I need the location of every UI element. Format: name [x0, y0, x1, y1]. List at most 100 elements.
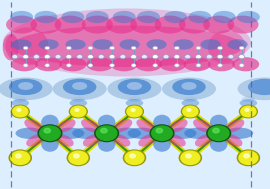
Ellipse shape [153, 115, 171, 130]
Ellipse shape [111, 57, 138, 71]
Ellipse shape [138, 134, 156, 147]
Ellipse shape [66, 39, 86, 50]
Circle shape [174, 55, 180, 59]
Ellipse shape [62, 11, 84, 23]
Circle shape [66, 55, 72, 59]
Ellipse shape [203, 15, 234, 34]
Ellipse shape [248, 79, 270, 95]
Circle shape [95, 125, 119, 142]
Ellipse shape [11, 57, 38, 71]
Ellipse shape [56, 128, 84, 139]
Circle shape [239, 151, 258, 164]
Circle shape [45, 64, 50, 67]
Ellipse shape [113, 119, 132, 132]
Ellipse shape [181, 82, 197, 90]
Circle shape [23, 55, 29, 59]
Ellipse shape [168, 134, 186, 147]
Circle shape [23, 46, 28, 50]
Circle shape [17, 109, 21, 111]
Circle shape [87, 55, 93, 59]
Ellipse shape [208, 30, 246, 64]
Circle shape [74, 154, 79, 158]
Circle shape [125, 151, 144, 164]
Circle shape [196, 64, 201, 67]
Circle shape [153, 64, 158, 67]
Circle shape [88, 46, 93, 50]
Ellipse shape [12, 39, 32, 50]
Circle shape [196, 46, 201, 50]
Circle shape [195, 55, 201, 59]
Circle shape [239, 46, 244, 50]
Ellipse shape [237, 11, 260, 23]
Circle shape [12, 55, 18, 59]
Circle shape [71, 106, 86, 117]
Ellipse shape [82, 15, 113, 34]
Circle shape [16, 154, 21, 158]
Circle shape [110, 64, 114, 67]
Ellipse shape [26, 134, 44, 147]
Circle shape [33, 55, 39, 59]
Circle shape [241, 106, 256, 117]
Ellipse shape [172, 79, 206, 95]
Circle shape [179, 150, 201, 166]
Circle shape [120, 55, 126, 59]
Circle shape [213, 128, 219, 133]
Ellipse shape [181, 99, 199, 107]
Ellipse shape [11, 99, 29, 107]
Circle shape [237, 150, 259, 166]
Ellipse shape [113, 11, 136, 23]
Ellipse shape [225, 119, 244, 132]
Ellipse shape [81, 119, 100, 132]
Ellipse shape [56, 134, 74, 147]
Ellipse shape [146, 39, 167, 50]
Ellipse shape [135, 57, 162, 71]
Circle shape [13, 106, 28, 117]
Ellipse shape [39, 39, 59, 50]
Ellipse shape [10, 11, 33, 23]
Circle shape [239, 105, 257, 118]
Circle shape [130, 154, 135, 158]
Circle shape [126, 105, 143, 118]
Circle shape [217, 55, 223, 59]
Ellipse shape [113, 128, 141, 139]
Circle shape [239, 64, 244, 67]
Ellipse shape [41, 137, 59, 152]
Circle shape [75, 109, 79, 111]
Circle shape [186, 154, 191, 158]
Ellipse shape [128, 96, 141, 102]
Ellipse shape [24, 119, 43, 132]
Circle shape [123, 150, 146, 166]
Ellipse shape [128, 128, 156, 139]
Ellipse shape [9, 79, 42, 95]
Ellipse shape [153, 137, 171, 152]
Circle shape [218, 46, 222, 50]
Circle shape [174, 64, 179, 67]
Ellipse shape [69, 99, 87, 107]
Circle shape [11, 105, 29, 118]
Ellipse shape [164, 11, 187, 23]
Ellipse shape [59, 57, 86, 71]
Circle shape [66, 46, 71, 50]
Ellipse shape [119, 39, 140, 50]
Circle shape [152, 55, 158, 59]
Circle shape [38, 125, 62, 142]
Circle shape [67, 150, 89, 166]
Circle shape [228, 55, 234, 59]
Ellipse shape [92, 39, 113, 50]
Ellipse shape [53, 77, 107, 100]
Ellipse shape [184, 57, 211, 71]
Circle shape [244, 154, 249, 158]
Circle shape [163, 55, 169, 59]
Ellipse shape [210, 137, 228, 152]
Ellipse shape [159, 57, 186, 71]
Ellipse shape [98, 115, 116, 130]
Circle shape [218, 64, 222, 67]
Ellipse shape [195, 134, 213, 147]
Circle shape [11, 151, 30, 164]
Ellipse shape [118, 79, 151, 95]
Ellipse shape [242, 96, 255, 102]
Circle shape [96, 126, 117, 140]
Ellipse shape [238, 77, 270, 100]
Circle shape [55, 55, 61, 59]
Circle shape [88, 64, 93, 67]
